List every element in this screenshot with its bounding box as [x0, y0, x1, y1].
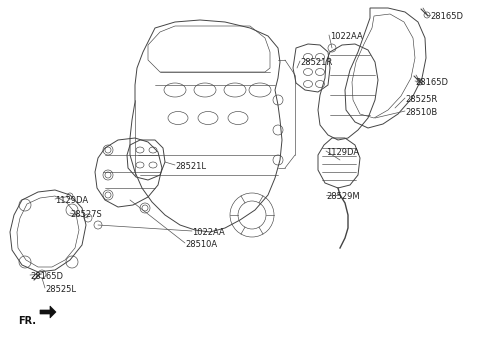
Text: 1129DA: 1129DA: [326, 148, 359, 157]
Text: 1022AA: 1022AA: [330, 32, 363, 41]
Text: FR.: FR.: [18, 316, 36, 326]
Polygon shape: [40, 306, 56, 318]
Text: 28510B: 28510B: [405, 108, 437, 117]
Text: 28529M: 28529M: [326, 192, 360, 201]
Text: 28521R: 28521R: [300, 58, 332, 67]
Text: 28527S: 28527S: [70, 210, 102, 219]
Text: 28525L: 28525L: [45, 285, 76, 294]
Text: 28165D: 28165D: [30, 272, 63, 281]
Text: 1129DA: 1129DA: [55, 196, 88, 205]
Text: 28521L: 28521L: [175, 162, 206, 171]
Text: 1022AA: 1022AA: [192, 228, 225, 237]
Text: 28525R: 28525R: [405, 95, 437, 104]
Text: 28165D: 28165D: [415, 78, 448, 87]
Text: 28510A: 28510A: [185, 240, 217, 249]
Text: 28165D: 28165D: [430, 12, 463, 21]
